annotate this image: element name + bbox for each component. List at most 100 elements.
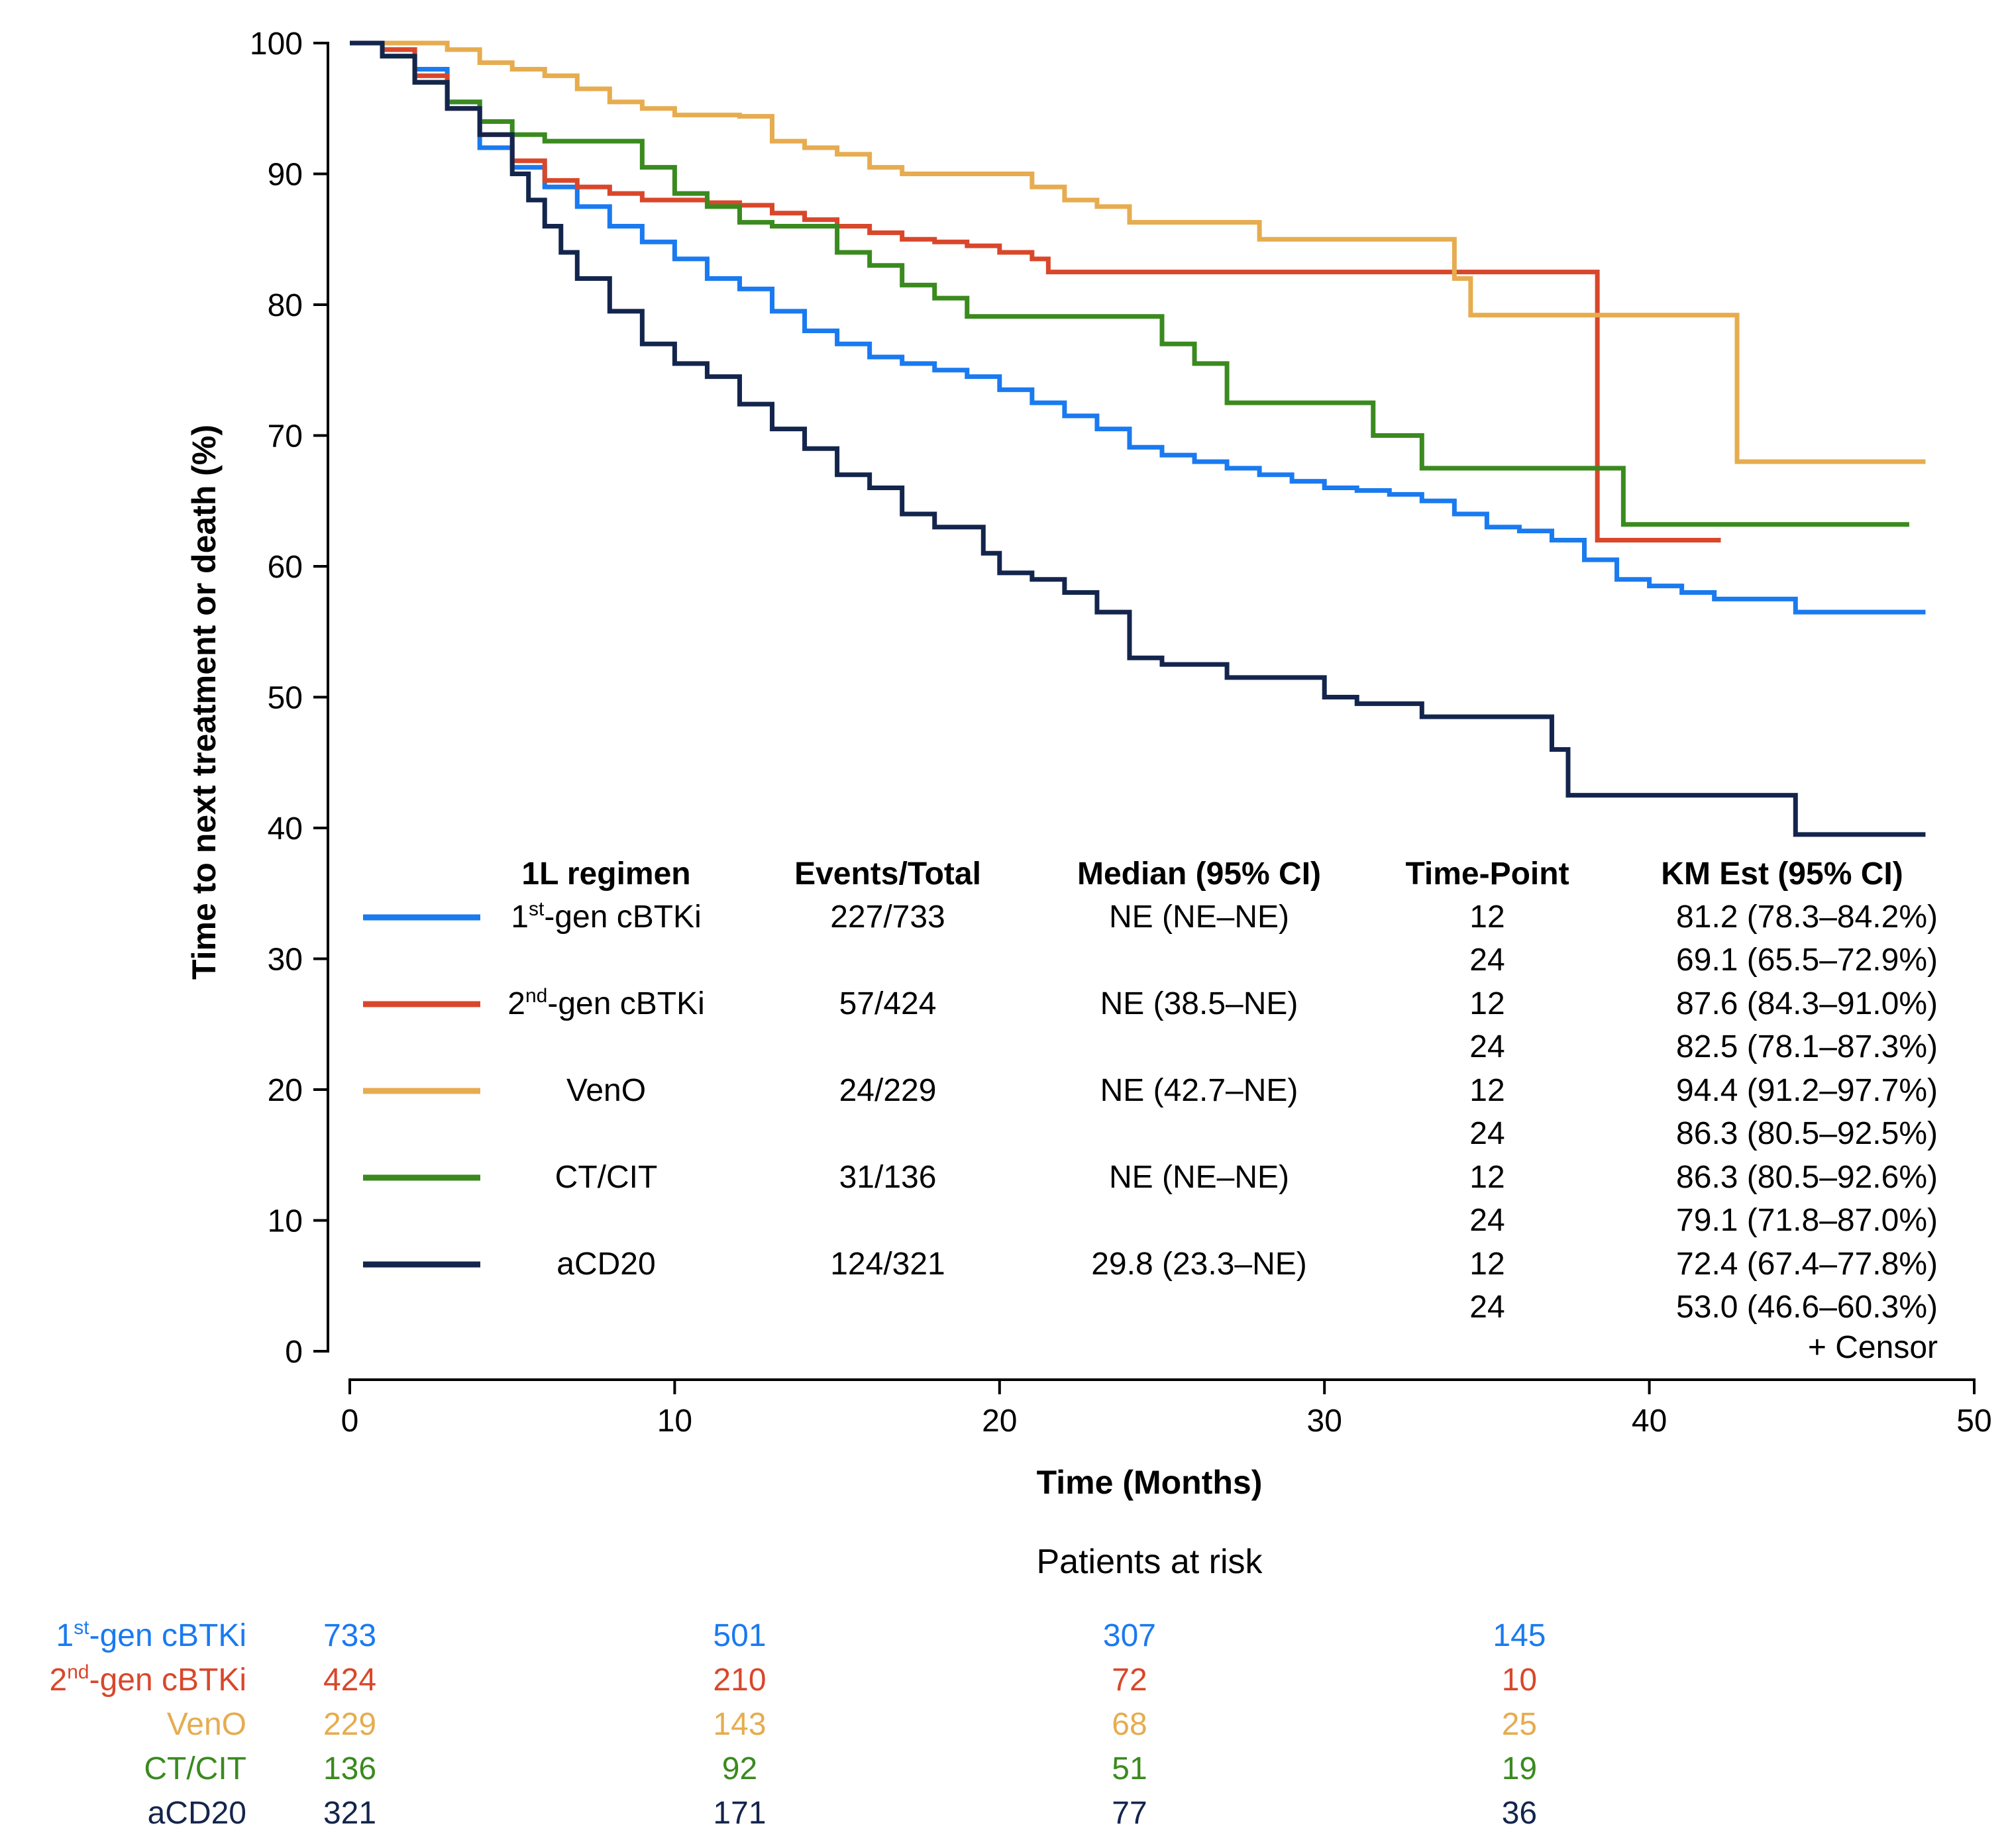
x-tick-label: 40 — [1632, 1404, 1667, 1439]
km-curve-1st-gen-cbtki — [350, 40, 1926, 615]
legend-km-estimate: 86.3 (80.5–92.5%) — [1676, 1116, 1938, 1151]
risk-count: 51 — [1112, 1751, 1147, 1786]
risk-row: aCD20 321 171 77 36 — [148, 1796, 1538, 1831]
legend-table: 1L regimen Events/Total Median (95% CI) … — [363, 856, 1938, 1365]
y-tick-label: 20 — [268, 1073, 303, 1108]
risk-count: 229 — [323, 1707, 376, 1742]
series-label: aCD20 — [148, 1796, 246, 1831]
risk-count: 136 — [323, 1751, 376, 1786]
y-tick-label: 60 — [268, 550, 303, 585]
risk-row: VenO 229 143 68 25 — [167, 1707, 1537, 1742]
x-tick-label: 30 — [1307, 1404, 1342, 1439]
risk-count: 501 — [713, 1618, 766, 1653]
legend-km-estimate: 87.6 (84.3–91.0%) — [1676, 986, 1938, 1021]
legend-km-estimate: 53.0 (46.6–60.3%) — [1676, 1290, 1938, 1325]
series-label: VenO — [566, 1073, 646, 1108]
risk-count: 72 — [1112, 1663, 1147, 1698]
legend-events: 31/136 — [839, 1160, 937, 1195]
risk-count: 77 — [1112, 1796, 1147, 1831]
risk-count: 321 — [323, 1796, 376, 1831]
km-curve-acd20 — [350, 40, 1926, 837]
risk-row: 2nd-gen cBTKi 424 210 72 10 — [50, 1661, 1538, 1698]
risk-count: 733 — [323, 1618, 376, 1653]
km-curves — [350, 40, 1926, 837]
legend-km-estimate: 69.1 (65.5–72.9%) — [1676, 943, 1938, 978]
risk-count: 68 — [1112, 1707, 1147, 1742]
legend-km-estimate: 82.5 (78.1–87.3%) — [1676, 1029, 1938, 1064]
x-tick-label: 0 — [341, 1404, 359, 1439]
legend-median: NE (NE–NE) — [1109, 1160, 1289, 1195]
legend-timepoint: 24 — [1469, 1116, 1505, 1151]
x-tick-label: 10 — [657, 1404, 692, 1439]
legend-row: 2nd-gen cBTKi 57/424 NE (38.5–NE) 12 87.6 (8… — [363, 985, 1938, 1064]
risk-count: 307 — [1103, 1618, 1156, 1653]
risk-table: 1st-gen cBTKi 733 501 307 145 2nd-gen cBTKi 42… — [50, 1617, 1546, 1831]
legend-header-km: KM Est (95% CI) — [1661, 856, 1903, 892]
risk-count: 19 — [1502, 1751, 1537, 1786]
legend-km-estimate: 72.4 (67.4–77.8%) — [1676, 1247, 1938, 1282]
y-ticks: 0 10 20 30 40 50 60 70 80 90 100 — [250, 26, 328, 1370]
km-curve-ct-cit — [350, 40, 1909, 527]
legend-events: 24/229 — [839, 1073, 937, 1108]
y-axis-title: Time to next treatment or death (%) — [185, 425, 223, 980]
legend-median: NE (42.7–NE) — [1100, 1073, 1298, 1108]
risk-table-title: Patients at risk — [1036, 1543, 1263, 1581]
y-tick-label: 90 — [268, 158, 303, 193]
y-tick-label: 0 — [285, 1335, 303, 1370]
legend-km-estimate: 86.3 (80.5–92.6%) — [1676, 1160, 1938, 1195]
risk-count: 171 — [713, 1796, 766, 1831]
series-label: aCD20 — [556, 1247, 655, 1282]
series-label: 2nd-gen cBTKi — [50, 1661, 247, 1698]
y-tick-label: 30 — [268, 943, 303, 978]
risk-row: 1st-gen cBTKi 733 501 307 145 — [56, 1617, 1546, 1653]
y-tick-label: 40 — [268, 811, 303, 847]
legend-events: 124/321 — [830, 1247, 945, 1282]
y-tick-label: 10 — [268, 1204, 303, 1239]
series-label: 1st-gen cBTKi — [511, 898, 701, 935]
legend-km-estimate: 79.1 (71.8–87.0%) — [1676, 1203, 1938, 1238]
legend-events: 227/733 — [830, 899, 945, 935]
series-label: CT/CIT — [144, 1751, 246, 1786]
y-tick-label: 50 — [268, 681, 303, 716]
x-tick-label: 50 — [1956, 1404, 1991, 1439]
legend-row: VenO 24/229 NE (42.7–NE) 12 94.4 (91.2–97.7%… — [363, 1073, 1938, 1151]
km-curve-veno — [350, 40, 1926, 464]
x-ticks: 0 10 20 30 40 50 — [341, 1380, 1992, 1439]
risk-count: 143 — [713, 1707, 766, 1742]
legend-median: NE (NE–NE) — [1109, 899, 1289, 935]
risk-count: 10 — [1502, 1663, 1537, 1698]
risk-count: 25 — [1502, 1707, 1537, 1742]
legend-timepoint: 12 — [1469, 1247, 1505, 1282]
series-label: CT/CIT — [555, 1160, 658, 1195]
y-tick-label: 70 — [268, 419, 303, 454]
legend-timepoint: 24 — [1469, 1203, 1505, 1238]
legend-header-median: Median (95% CI) — [1077, 856, 1321, 892]
legend-median: 29.8 (23.3–NE) — [1091, 1247, 1307, 1282]
risk-row: CT/CIT 136 92 51 19 — [144, 1751, 1537, 1786]
legend-timepoint: 12 — [1469, 1073, 1505, 1108]
legend-events: 57/424 — [839, 986, 937, 1021]
legend-timepoint: 12 — [1469, 986, 1505, 1021]
legend-header-events: Events/Total — [794, 856, 981, 892]
legend-row: CT/CIT 31/136 NE (NE–NE) 12 86.3 (80.5–92.6%… — [363, 1160, 1938, 1238]
series-label: VenO — [167, 1707, 246, 1742]
censor-label: + Censor — [1808, 1330, 1938, 1365]
x-tick-label: 20 — [982, 1404, 1017, 1439]
axes: 0 10 20 30 40 50 60 70 80 90 100 0 10 20 30 40 50 — [250, 26, 1992, 1439]
legend-header-regimen: 1L regimen — [521, 856, 690, 892]
legend-rows: 1st-gen cBTKi 227/733 NE (NE–NE) 12 81.2 (78… — [363, 898, 1938, 1325]
risk-count: 145 — [1493, 1618, 1546, 1653]
legend-km-estimate: 94.4 (91.2–97.7%) — [1676, 1073, 1938, 1108]
km-curve-2nd-gen-cbtki — [350, 40, 1721, 542]
legend-timepoint: 24 — [1469, 943, 1505, 978]
y-tick-label: 100 — [250, 26, 303, 62]
risk-count: 424 — [323, 1663, 376, 1698]
y-tick-label: 80 — [268, 288, 303, 323]
legend-median: NE (38.5–NE) — [1100, 986, 1298, 1021]
risk-count: 210 — [713, 1663, 766, 1698]
series-label: 2nd-gen cBTKi — [507, 985, 705, 1021]
legend-row: aCD20 124/321 29.8 (23.3–NE) 12 72.4 (67.4–7… — [363, 1247, 1938, 1325]
x-axis-title: Time (Months) — [1037, 1464, 1263, 1501]
legend-timepoint: 24 — [1469, 1290, 1505, 1325]
legend-timepoint: 24 — [1469, 1029, 1505, 1064]
